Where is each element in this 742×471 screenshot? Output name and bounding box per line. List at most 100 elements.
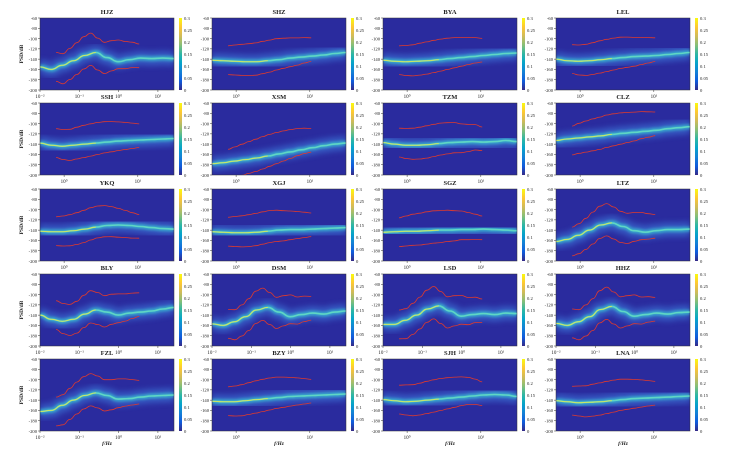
y-tick-label: -120 xyxy=(29,218,38,223)
y-tick-label: -180 xyxy=(29,334,38,339)
psd-ridge-peak xyxy=(556,133,612,141)
colorbar-tick-label: 0.1 xyxy=(356,405,362,410)
y-tick-label: -200 xyxy=(545,173,554,178)
y-tick-label: -160 xyxy=(201,323,210,328)
x-axis: 10⁻² 10⁻¹ 10⁰ 10¹ xyxy=(35,346,162,356)
colorbar: 0.3 0.25 0.2 0.15 0.1 0.05 0 xyxy=(695,101,709,178)
x-tick-label: 10¹ xyxy=(307,435,314,441)
colorbar-gradient xyxy=(179,274,182,346)
y-tick-label: -120 xyxy=(201,303,210,308)
y-axis: -60 -80 -100 -120 -140 -160 -180 -200 xyxy=(372,272,383,349)
y-tick-label: -180 xyxy=(545,163,554,168)
x-tick-label: 10⁰ xyxy=(404,265,411,271)
plot-contents xyxy=(40,121,174,161)
colorbar-tick-label: 0.05 xyxy=(700,76,709,81)
x-tick-label: 10⁰ xyxy=(577,94,584,100)
panel-ykq: YKQ -60 -80 -100 -120 -140 -160 -180 -200 PSD/dB 1… xyxy=(19,180,193,271)
colorbar: 0.3 0.25 0.2 0.15 0.1 0.05 0 xyxy=(351,187,365,264)
colorbar: 0.3 0.25 0.2 0.15 0.1 0.05 0 xyxy=(179,187,193,264)
plot-frame xyxy=(382,188,518,262)
colorbar-gradient xyxy=(522,189,525,261)
y-tick-label: -140 xyxy=(201,142,210,147)
colorbar-tick-label: 0.2 xyxy=(184,125,190,130)
plot-contents xyxy=(383,209,517,247)
y-tick-label: -180 xyxy=(545,78,554,83)
panel-title: SHZ xyxy=(272,9,285,16)
colorbar-tick-label: 0.25 xyxy=(527,284,536,289)
panel-title: HHZ xyxy=(616,265,630,272)
y-tick-label: -160 xyxy=(372,67,381,72)
panel-shz: SHZ -60 -80 -100 -120 -140 -160 -180 -200 10⁰ 10¹ 0… xyxy=(201,9,365,100)
colorbar-tick-label: 0.15 xyxy=(527,137,536,142)
plot-frame xyxy=(555,17,691,91)
low-noise-model-curve xyxy=(56,403,140,427)
colorbar-gradient xyxy=(351,359,354,431)
x-axis: 10⁻² 10⁻¹ 10⁰ 10¹ xyxy=(35,90,162,100)
y-tick-label: -120 xyxy=(29,303,38,308)
x-tick-label: 10⁻¹ xyxy=(247,350,257,356)
y-tick-label: -140 xyxy=(545,57,554,62)
plot-frame xyxy=(211,273,347,347)
colorbar: 0.3 0.25 0.2 0.15 0.1 0.05 0 xyxy=(695,272,709,349)
colorbar-tick-label: 0 xyxy=(700,259,703,264)
y-tick-label: -140 xyxy=(545,142,554,147)
x-axis: 10⁰ 10¹ xyxy=(61,261,142,271)
high-noise-model-curve xyxy=(399,209,483,219)
panel-xgj: XGJ -60 -80 -100 -120 -140 -160 -180 -200 10⁰ 10¹ 0… xyxy=(201,180,365,271)
high-noise-model-curve xyxy=(399,122,483,129)
y-tick-label: -140 xyxy=(29,398,38,403)
x-axis: 10⁰ 10¹ xyxy=(577,175,658,185)
x-tick-label: 10⁰ xyxy=(233,265,240,271)
colorbar-tick-label: 0.2 xyxy=(184,211,190,216)
colorbar-tick-label: 0.25 xyxy=(184,369,193,374)
colorbar-tick-label: 0.25 xyxy=(700,199,709,204)
colorbar-gradient xyxy=(351,189,354,261)
colorbar-tick-label: 0.25 xyxy=(356,199,365,204)
colorbar-tick-label: 0.15 xyxy=(356,223,365,228)
x-axis: 10⁻² 10⁻¹ 10⁰ 10¹ xyxy=(207,346,334,356)
panel-title: BLY xyxy=(101,265,114,272)
panel-title: LSD xyxy=(444,265,457,272)
colorbar-tick-label: 0.15 xyxy=(184,52,193,57)
colorbar-tick-label: 0 xyxy=(356,173,359,178)
psd-ridge-peak xyxy=(383,229,439,233)
x-tick-label: 10⁰ xyxy=(631,350,638,356)
colorbar-tick-label: 0.05 xyxy=(527,247,536,252)
y-tick-label: -120 xyxy=(545,132,554,137)
colorbar-tick-label: 0.3 xyxy=(356,16,362,21)
y-tick-label: -100 xyxy=(545,292,554,297)
y-tick-label: -100 xyxy=(545,36,554,41)
y-tick-label: -140 xyxy=(372,142,381,147)
y-tick-label: -60 xyxy=(374,101,381,106)
plot-frame xyxy=(555,102,691,176)
colorbar: 0.3 0.25 0.2 0.15 0.1 0.05 0 xyxy=(522,101,536,178)
colorbar-tick-label: 0.2 xyxy=(700,381,706,386)
x-tick-label: 10¹ xyxy=(671,350,678,356)
y-tick-label: -120 xyxy=(545,388,554,393)
y-tick-label: -160 xyxy=(201,152,210,157)
x-tick-label: 10⁰ xyxy=(404,179,411,185)
x-tick-label: 10¹ xyxy=(478,94,485,100)
y-tick-label: -200 xyxy=(201,429,210,434)
high-noise-model-curve xyxy=(56,290,140,305)
y-axis: -60 -80 -100 -120 -140 -160 -180 -200 xyxy=(29,272,40,349)
low-noise-model-curve xyxy=(572,135,656,156)
colorbar-tick-label: 0.2 xyxy=(356,125,362,130)
x-tick-label: 10¹ xyxy=(155,94,162,100)
colorbar-tick-label: 0.15 xyxy=(700,223,709,228)
x-axis: 10⁻² 10⁻¹ 10⁰ 10¹ xyxy=(551,346,678,356)
x-axis: 10⁰ 10¹ xyxy=(577,261,658,271)
y-axis: -60 -80 -100 -120 -140 -160 -180 -200 xyxy=(201,16,212,93)
y-tick-label: -100 xyxy=(372,207,381,212)
colorbar-gradient xyxy=(351,103,354,175)
y-tick-label: -60 xyxy=(374,272,381,277)
colorbar-tick-label: 0.25 xyxy=(700,113,709,118)
y-tick-label: -180 xyxy=(372,163,381,168)
psd-ridge-peak xyxy=(556,305,612,326)
panel-title: CLZ xyxy=(616,94,629,101)
y-tick-label: -180 xyxy=(201,249,210,254)
y-tick-label: -140 xyxy=(372,228,381,233)
